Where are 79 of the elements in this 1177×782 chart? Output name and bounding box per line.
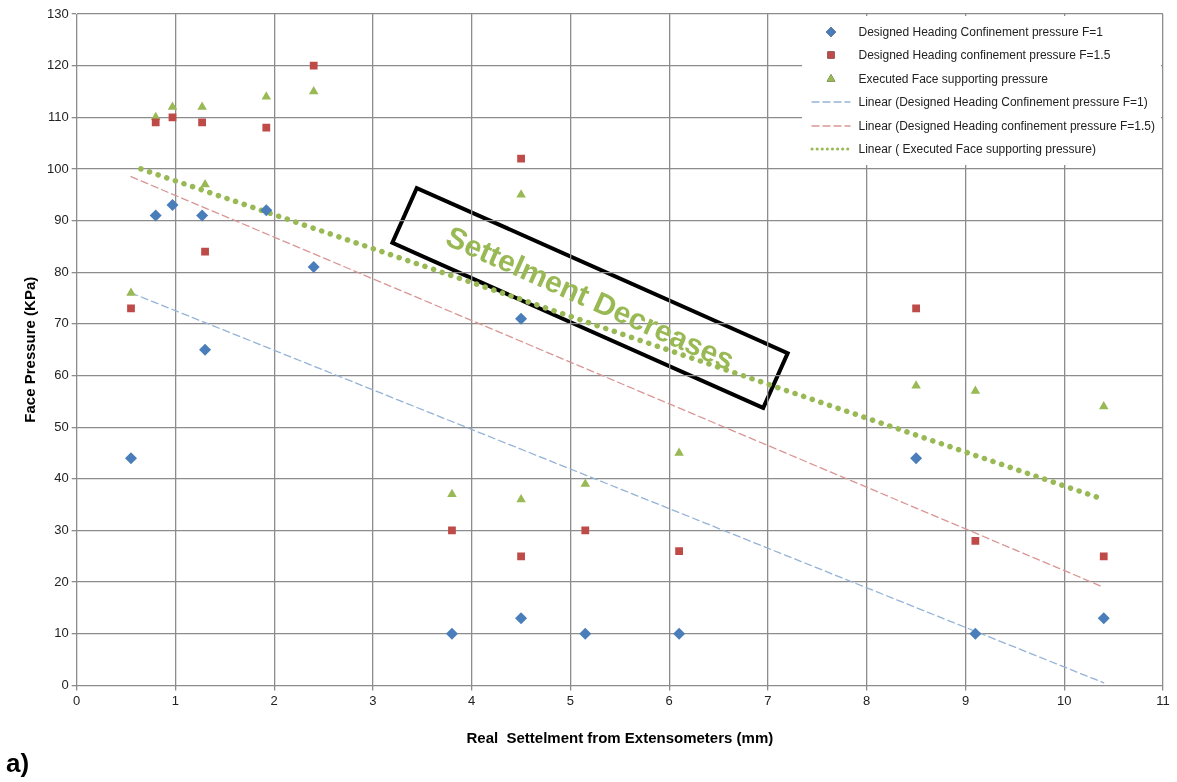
- point: [447, 488, 457, 498]
- point: [200, 178, 210, 188]
- legend-label: Designed Heading Confinement pressure F=1: [858, 24, 1103, 39]
- x-tick-label: 8: [863, 692, 871, 708]
- point: [675, 547, 683, 556]
- point: [1097, 612, 1110, 625]
- point: [580, 478, 591, 487]
- point: [197, 101, 207, 110]
- point: [1099, 552, 1108, 561]
- x-tick-label: 2: [270, 692, 278, 708]
- point: [673, 627, 686, 640]
- point: [201, 247, 209, 256]
- point: [910, 452, 923, 465]
- point: [515, 312, 528, 325]
- y-tick-label: 20: [54, 573, 69, 589]
- point: [517, 154, 525, 163]
- point: [151, 118, 160, 127]
- point: [198, 118, 206, 127]
- y-tick-label: 130: [46, 5, 69, 21]
- x-tick-label: 6: [665, 692, 673, 708]
- y-tick-label: 60: [54, 367, 69, 383]
- y-tick-label: 110: [47, 108, 69, 124]
- point: [261, 91, 272, 100]
- x-tick-label: 0: [73, 692, 81, 708]
- legend-label: Designed Heading confinement pressure F=1.5: [858, 48, 1111, 63]
- y-tick-label: 40: [54, 470, 69, 486]
- point: [445, 627, 458, 640]
- y-tick-label: 0: [61, 676, 69, 692]
- legend-label: Linear ( Executed Face supporting pressure): [858, 142, 1096, 157]
- y-tick-label: 30: [54, 522, 69, 538]
- x-tick-label: 11: [1156, 692, 1170, 708]
- point: [912, 304, 920, 313]
- point: [674, 447, 684, 456]
- point: [308, 85, 319, 95]
- y-tick-label: 10: [54, 625, 69, 641]
- point: [517, 552, 525, 561]
- y-axis-title: Face Pressure (KPa): [21, 276, 39, 423]
- x-axis-title: Real Settelment from Extensometers (mm): [466, 729, 774, 747]
- x-tick-label: 10: [1057, 692, 1072, 708]
- y-tick-label: 80: [54, 263, 69, 279]
- point: [448, 526, 456, 535]
- point: [307, 261, 320, 274]
- point: [515, 612, 528, 625]
- point: [149, 209, 162, 222]
- point: [970, 385, 981, 394]
- point: [911, 380, 921, 389]
- point: [516, 189, 526, 198]
- point: [166, 199, 179, 212]
- y-tick-label: 50: [54, 418, 69, 434]
- point: [127, 304, 135, 313]
- legend-label: Linear (Designed Heading Confinement pressure F=1): [858, 95, 1148, 110]
- y-tick-label: 90: [54, 212, 69, 228]
- y-tick-label: 120: [46, 57, 69, 73]
- point: [579, 627, 592, 640]
- point: [971, 536, 980, 545]
- legend-label: Linear (Designed Heading confinement pressure F=1.5): [858, 118, 1155, 133]
- x-tick-label: 1: [171, 692, 180, 708]
- point: [167, 101, 178, 110]
- x-tick-label: 9: [961, 692, 970, 708]
- point: [125, 452, 138, 465]
- point: [969, 627, 982, 640]
- point: [199, 343, 212, 356]
- legend-label: Executed Face supporting pressure: [858, 71, 1048, 86]
- point: [168, 113, 177, 122]
- point: [309, 61, 318, 70]
- point: [581, 526, 590, 535]
- point: [262, 123, 271, 132]
- y-tick-label: 100: [46, 160, 69, 176]
- y-tick-label: 70: [54, 315, 69, 331]
- point: [260, 204, 273, 217]
- x-tick-label: 3: [369, 692, 377, 708]
- point: [516, 493, 526, 503]
- point: [126, 287, 136, 296]
- point: [196, 209, 209, 222]
- text: a): [6, 748, 30, 779]
- x-tick-label: 7: [764, 692, 772, 708]
- x-tick-label: 5: [566, 692, 575, 708]
- point: [1098, 401, 1109, 410]
- x-tick-label: 4: [468, 692, 476, 708]
